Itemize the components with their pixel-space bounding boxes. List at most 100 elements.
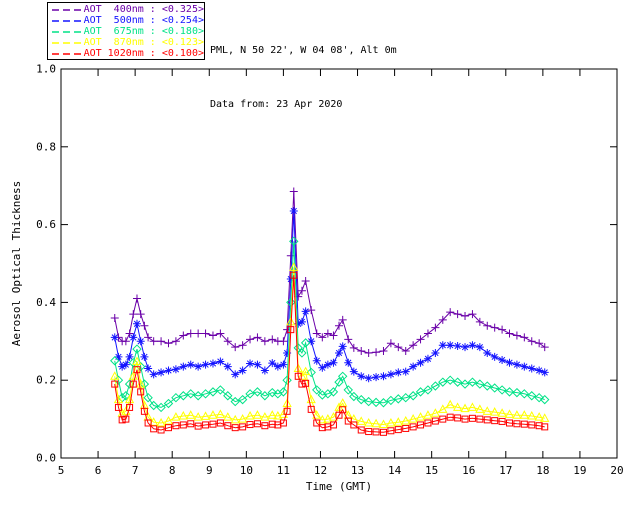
marker-square (339, 406, 347, 414)
marker-diamond (200, 389, 211, 399)
marker-diamond (334, 377, 344, 387)
marker-asterisk (498, 355, 507, 364)
marker-triangle (328, 412, 339, 421)
marker-square (387, 427, 395, 435)
marker-square (498, 417, 506, 425)
marker-asterisk (364, 374, 373, 383)
marker-diamond (349, 391, 359, 402)
legend-entry-label: AOT 500nm : <0.254> (83, 15, 204, 26)
marker-diamond (110, 356, 120, 366)
marker-triangle (300, 366, 311, 376)
marker-asterisk (338, 342, 347, 351)
marker-triangle (540, 413, 550, 422)
marker-square (137, 388, 145, 396)
marker-asterisk (208, 359, 217, 368)
marker-plus (140, 321, 149, 330)
marker-plus (307, 306, 316, 315)
marker-diamond (186, 389, 196, 399)
plot-header: PML, N 50 22', W 04 08', Alt 0m Data fro… (210, 6, 397, 150)
marker-triangle (401, 415, 411, 425)
marker-square (372, 428, 380, 436)
marker-plus (301, 277, 310, 286)
marker-square (520, 420, 528, 428)
marker-diamond (504, 387, 515, 397)
marker-diamond (475, 379, 485, 389)
marker-square (261, 422, 269, 430)
marker-plus (144, 333, 153, 342)
marker-square (483, 416, 491, 424)
legend-entry-label: AOT 400nm : <0.325> (83, 4, 204, 15)
marker-square (150, 425, 158, 433)
marker-square (379, 428, 387, 436)
marker-asterisk (301, 307, 310, 316)
marker-plus (386, 339, 395, 348)
marker-plus (372, 348, 381, 357)
marker-plus (129, 310, 138, 319)
marker-asterisk (344, 358, 353, 367)
marker-plus (349, 343, 358, 352)
marker-square (439, 415, 447, 423)
marker-triangle (113, 394, 124, 404)
marker-asterisk (129, 333, 138, 342)
marker-asterisk (297, 317, 306, 326)
marker-diamond (306, 367, 316, 378)
marker-asterisk (312, 356, 321, 365)
marker-diamond (128, 357, 138, 368)
marker-plus (416, 335, 425, 344)
marker-plus (498, 325, 507, 334)
x-tick-label: 11 (277, 464, 290, 477)
marker-plus (208, 331, 217, 340)
marker-square (541, 423, 549, 431)
marker-plus (335, 321, 343, 330)
marker-plus (468, 310, 477, 319)
marker-asterisk (520, 362, 529, 371)
marker-plus (125, 329, 134, 338)
marker-asterisk (307, 337, 316, 346)
marker-plus (423, 329, 432, 338)
marker-square (129, 380, 137, 388)
marker-asterisk (438, 341, 447, 350)
marker-plus (409, 341, 418, 350)
marker-plus (171, 337, 180, 346)
marker-diamond (132, 344, 142, 354)
marker-asterisk (201, 360, 210, 369)
data-date: Data from: 23 Apr 2020 (210, 99, 343, 110)
marker-asterisk (409, 362, 418, 371)
marker-triangle (438, 404, 448, 413)
marker-asterisk (260, 366, 269, 375)
marker-diamond (371, 397, 381, 408)
marker-triangle (171, 412, 181, 421)
marker-asterisk (114, 352, 123, 361)
marker-diamond (445, 375, 455, 385)
x-tick-label: 7 (132, 464, 139, 477)
marker-square (365, 428, 373, 436)
y-tick-label: 0.6 (36, 218, 56, 231)
marker-triangle (110, 371, 120, 380)
marker-plus (527, 337, 536, 346)
x-tick-label: 18 (536, 464, 549, 477)
marker-triangle (289, 262, 299, 271)
marker-diamond (121, 391, 131, 401)
marker-plus (461, 312, 470, 321)
marker-square (424, 419, 432, 427)
marker-triangle (163, 415, 174, 425)
marker-plus (268, 335, 277, 344)
marker-triangle (317, 414, 327, 424)
marker-triangle (423, 410, 433, 419)
marker-triangle (132, 356, 142, 366)
marker-square (122, 415, 130, 423)
legend-entry-1020nm: AOT 1020nm : <0.100> (51, 48, 204, 59)
marker-square (239, 423, 247, 431)
marker-triangle (482, 406, 492, 415)
marker-plus (164, 339, 173, 348)
marker-triangle (215, 409, 226, 418)
marker-diamond (438, 377, 448, 387)
marker-triangle (497, 408, 507, 417)
marker-triangle (393, 417, 403, 426)
marker-asterisk (416, 358, 425, 367)
x-tick-label: 12 (314, 464, 327, 477)
marker-diamond (512, 387, 522, 398)
marker-diamond (378, 398, 389, 408)
marker-diamond (415, 387, 426, 397)
marker-square (513, 420, 521, 428)
